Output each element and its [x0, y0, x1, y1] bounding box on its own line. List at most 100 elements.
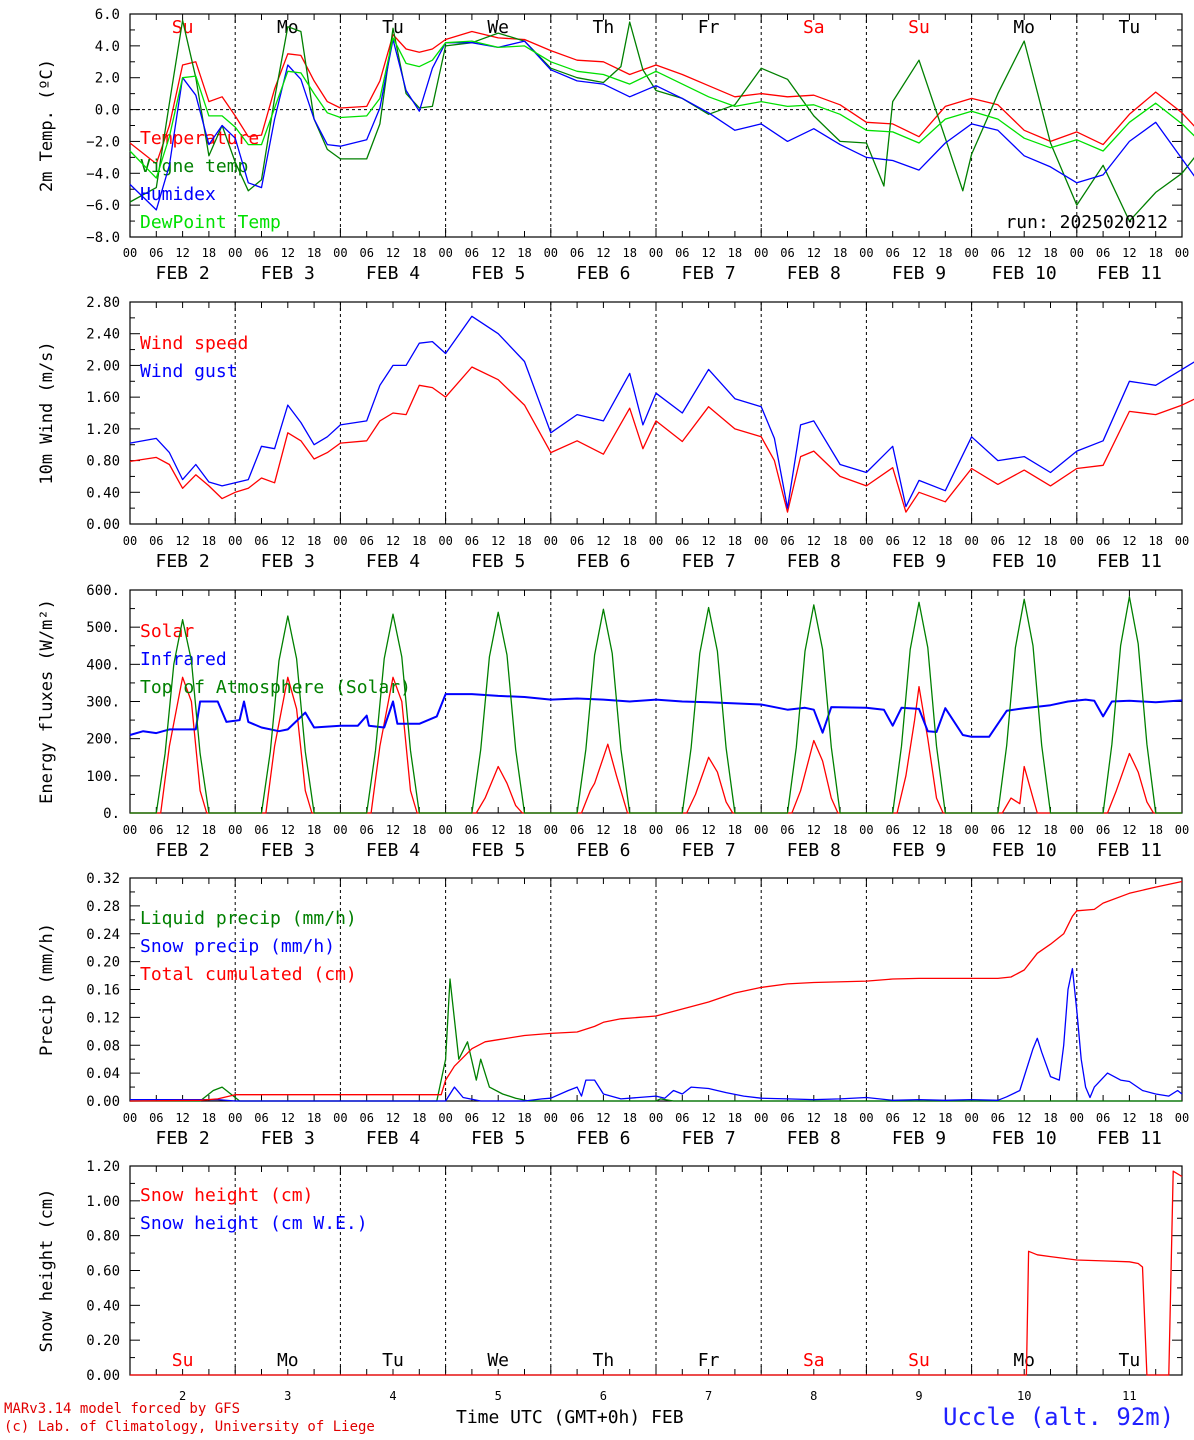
hour-tick-label: 12 — [281, 1111, 295, 1125]
hour-tick-label: 12 — [491, 246, 505, 260]
hour-tick-label: 00 — [1175, 1111, 1189, 1125]
day-number: 10 — [1017, 1389, 1031, 1403]
y-tick-label: 2.00 — [86, 358, 120, 374]
y-tick-label: 0.08 — [86, 1038, 120, 1054]
hour-tick-label: 18 — [307, 534, 321, 548]
hour-tick-label: 06 — [991, 246, 1005, 260]
hour-tick-label: 18 — [728, 1111, 742, 1125]
hour-tick-label: 06 — [780, 1111, 794, 1125]
hour-tick-label: 00 — [544, 534, 558, 548]
series-line-vigne-temp — [129, 19, 1194, 222]
hour-tick-label: 18 — [1148, 1111, 1162, 1125]
hour-tick-label: 12 — [596, 246, 610, 260]
y-tick-label: 6.0 — [95, 7, 120, 23]
day-name: Fr — [698, 17, 720, 38]
y-tick-label: 200. — [86, 732, 120, 748]
date-label: FEB 6 — [576, 263, 630, 284]
hour-tick-label: 12 — [491, 1111, 505, 1125]
y-tick-label: 2.80 — [86, 295, 120, 311]
hour-tick-label: 06 — [570, 534, 584, 548]
hour-tick-label: 12 — [1122, 823, 1136, 837]
hour-tick-label: 18 — [1148, 823, 1162, 837]
date-label: FEB 5 — [471, 1128, 525, 1149]
hour-tick-label: 12 — [386, 246, 400, 260]
hour-tick-label: 06 — [885, 246, 899, 260]
date-label: FEB 9 — [892, 263, 946, 284]
hour-tick-label: 18 — [307, 246, 321, 260]
model-line-2: (c) Lab. of Climatology, University of L… — [4, 1419, 375, 1435]
day-name: Tu — [1119, 1350, 1141, 1371]
y-tick-label: 0.20 — [86, 1333, 120, 1349]
hour-tick-label: 06 — [1096, 246, 1110, 260]
legend-entry: Liquid precip (mm/h) — [140, 908, 357, 929]
y-tick-label: 0.0 — [95, 103, 120, 119]
hour-tick-label: 18 — [728, 823, 742, 837]
y-tick-label: 0.12 — [86, 1010, 120, 1026]
y-tick-label: 400. — [86, 657, 120, 673]
hour-tick-label: 12 — [281, 246, 295, 260]
date-label: FEB 2 — [156, 551, 210, 572]
hour-tick-label: 06 — [254, 246, 268, 260]
y-tick-label: 0.80 — [86, 454, 120, 470]
hour-tick-label: 00 — [228, 534, 242, 548]
legend-entry: Total cumulated (cm) — [140, 964, 357, 985]
series-line-dewpoint-temp — [129, 37, 1194, 179]
hour-tick-label: 18 — [938, 534, 952, 548]
hour-tick-label: 12 — [1017, 534, 1031, 548]
series-line-total-cumulated-cm- — [129, 880, 1183, 1102]
hour-tick-label: 06 — [780, 246, 794, 260]
date-label: FEB 8 — [787, 840, 841, 861]
hour-tick-label: 06 — [359, 823, 373, 837]
hour-tick-label: 18 — [1148, 534, 1162, 548]
hour-tick-label: 18 — [938, 823, 952, 837]
hour-tick-label: 18 — [517, 823, 531, 837]
legend-entry: Humidex — [140, 184, 216, 205]
hour-tick-label: 06 — [885, 823, 899, 837]
hour-tick-label: 06 — [991, 534, 1005, 548]
day-number: 9 — [915, 1389, 922, 1403]
y-tick-label: 0.28 — [86, 899, 120, 915]
date-label: FEB 5 — [471, 551, 525, 572]
hour-tick-label: 06 — [359, 1111, 373, 1125]
hour-tick-label: 00 — [754, 534, 768, 548]
legend-entry: Infrared — [140, 649, 227, 670]
hour-tick-label: 06 — [885, 1111, 899, 1125]
hour-tick-label: 06 — [570, 246, 584, 260]
y-tick-label: 2.40 — [86, 327, 120, 343]
hour-tick-label: 12 — [491, 823, 505, 837]
day-name: Mo — [277, 1350, 299, 1371]
hour-tick-label: 12 — [175, 246, 189, 260]
hour-tick-label: 00 — [228, 823, 242, 837]
y-tick-label: 0.40 — [86, 1298, 120, 1314]
date-label: FEB 11 — [1097, 1128, 1162, 1149]
hour-tick-label: 00 — [333, 246, 347, 260]
y-tick-label: 0.20 — [86, 955, 120, 971]
series-line-humidex — [129, 38, 1194, 211]
hour-tick-label: 12 — [175, 823, 189, 837]
date-label: FEB 10 — [992, 263, 1057, 284]
y-tick-label: 0.40 — [86, 485, 120, 501]
legend-entry: Top of Atmosphere (Solar) — [140, 677, 411, 698]
y-tick-label: 0.60 — [86, 1264, 120, 1280]
date-label: FEB 3 — [261, 840, 315, 861]
hour-tick-label: 18 — [833, 1111, 847, 1125]
hour-tick-label: 18 — [1043, 534, 1057, 548]
hour-tick-label: 06 — [1096, 823, 1110, 837]
day-name: Th — [593, 1350, 615, 1371]
hour-tick-label: 00 — [1070, 246, 1084, 260]
hour-tick-label: 12 — [386, 534, 400, 548]
date-label: FEB 6 — [576, 1128, 630, 1149]
station-name: Uccle (alt. 92m) — [943, 1403, 1175, 1431]
date-label: FEB 6 — [576, 840, 630, 861]
hour-tick-label: 12 — [912, 246, 926, 260]
series-line-wind-gust — [129, 315, 1194, 509]
hour-tick-label: 12 — [807, 823, 821, 837]
date-label: FEB 2 — [156, 840, 210, 861]
hour-tick-label: 18 — [1043, 823, 1057, 837]
legend-entry: Snow height (cm) — [140, 1185, 313, 1206]
hour-tick-label: 18 — [622, 246, 636, 260]
panel-snow: 1.20 1.00 0.80 0.60 0.40 0.20 0.00 Su 2 Mo 3 Tu 4 We 5… — [37, 1159, 1183, 1403]
hour-tick-label: 06 — [991, 1111, 1005, 1125]
legend-entry: DewPoint Temp — [140, 212, 281, 233]
hour-tick-label: 00 — [754, 246, 768, 260]
